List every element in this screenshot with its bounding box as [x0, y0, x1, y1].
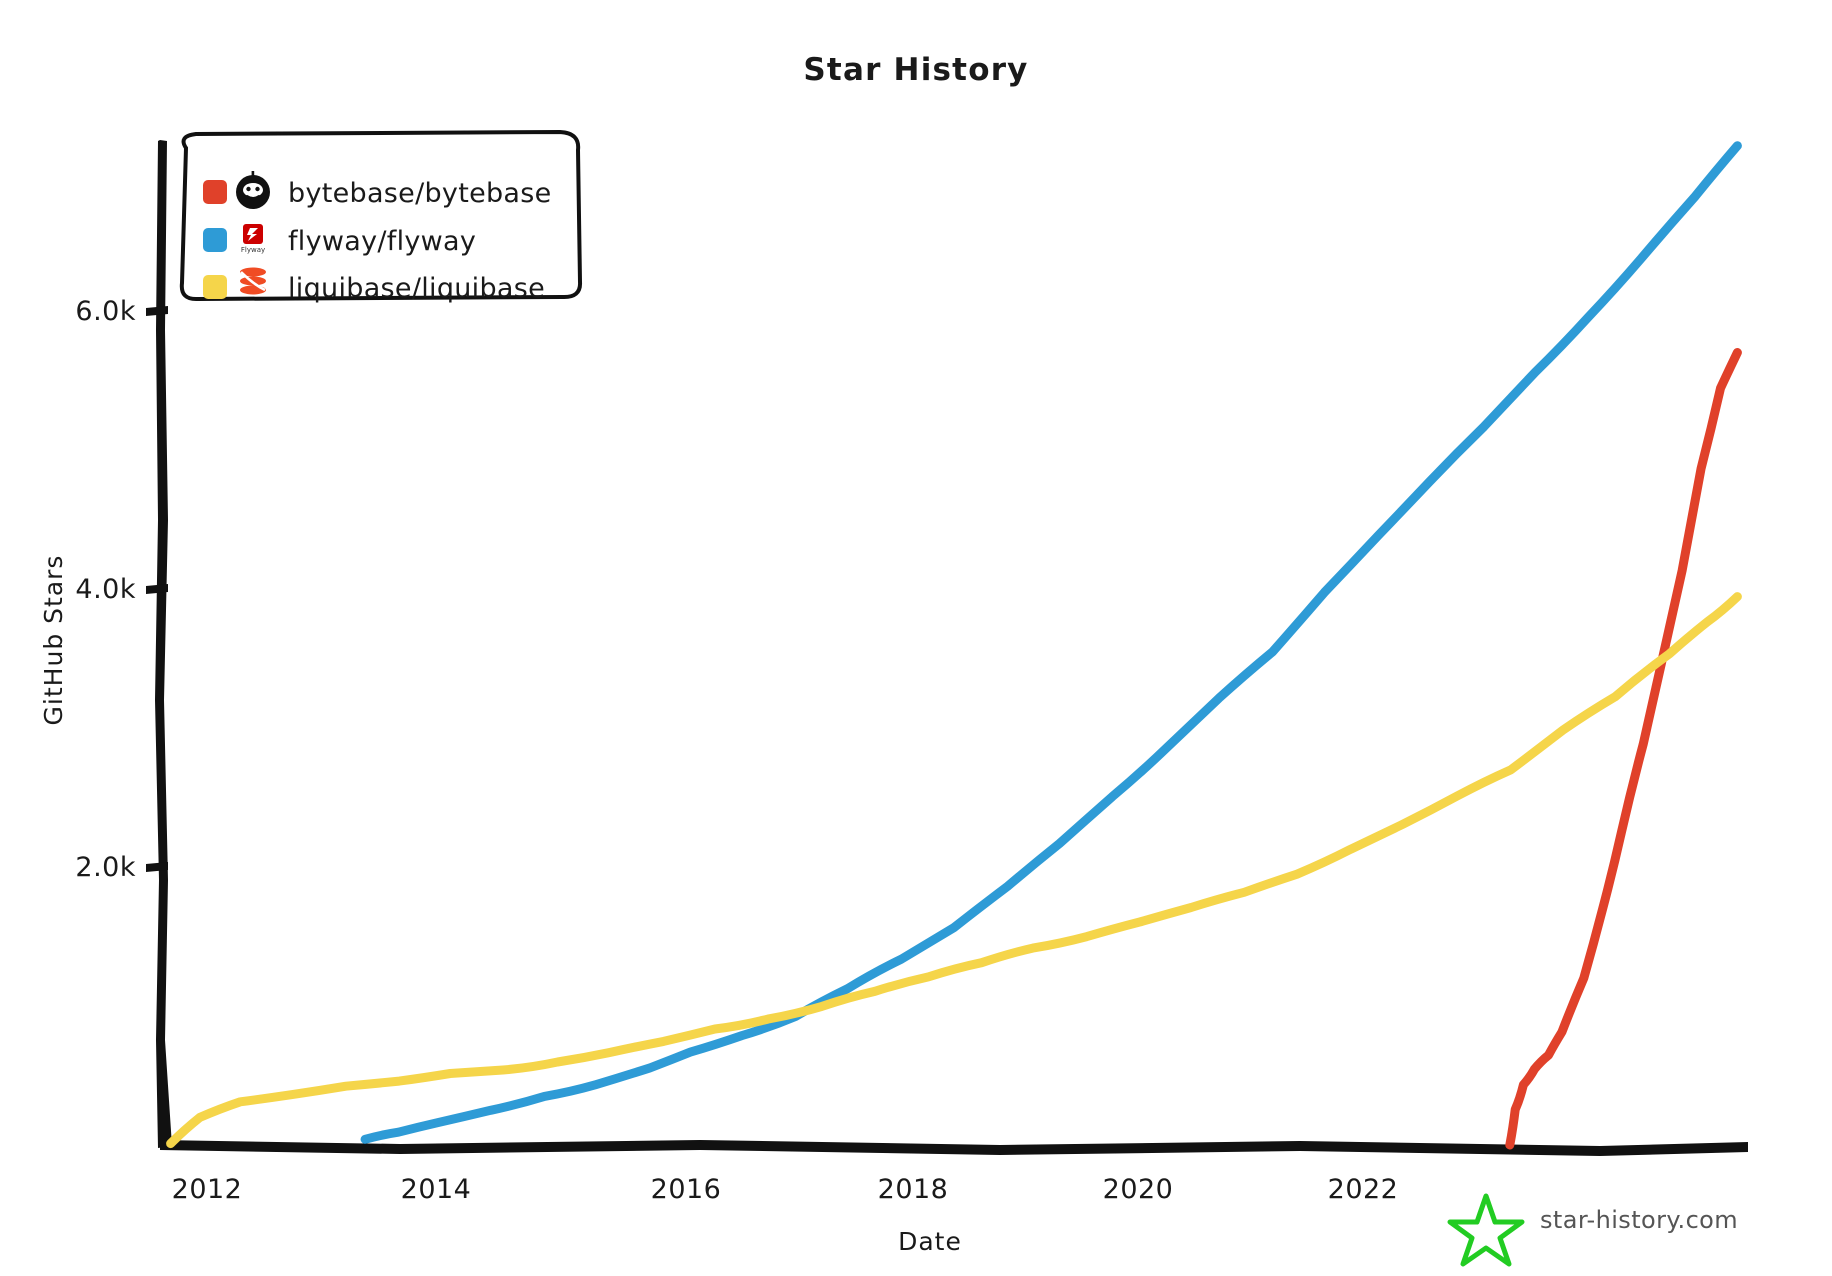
y-tick-label-4000: 4.0k — [75, 574, 136, 605]
x-tick-label-2012: 2012 — [172, 1174, 243, 1205]
legend-item-liquibase[interactable]: liquibase/liquibase — [203, 267, 545, 305]
y-axis-line — [155, 140, 172, 1148]
x-tick-label-2016: 2016 — [651, 1174, 722, 1205]
y-tick-6000 — [146, 306, 168, 316]
legend-swatch-flyway — [203, 228, 227, 252]
series-lines-group — [166, 141, 1742, 1150]
chart-legend[interactable]: bytebase/bytebase Flyway flyway/flyway — [179, 129, 583, 305]
y-tick-2000 — [146, 862, 168, 872]
axes-group — [155, 140, 1748, 1156]
y-axis-title: GitHub Stars — [39, 555, 68, 726]
watermark-label: star-history.com — [1540, 1206, 1738, 1234]
series-line-bytebase — [1505, 348, 1742, 1150]
x-axis-line — [160, 1140, 1748, 1156]
svg-text:Flyway: Flyway — [241, 246, 265, 254]
x-tick-labels: 2012 2014 2016 2018 2020 2022 — [172, 1174, 1399, 1205]
series-line-flyway — [360, 141, 1742, 1144]
x-tick-label-2022: 2022 — [1328, 1174, 1399, 1205]
bytebase-logo-icon — [236, 171, 270, 209]
x-tick-label-2020: 2020 — [1103, 1174, 1174, 1205]
star-icon — [1447, 1193, 1525, 1267]
y-tick-marks — [146, 306, 168, 872]
chart-title: Star History — [803, 52, 1028, 88]
y-tick-label-6000: 6.0k — [75, 296, 136, 327]
y-tick-label-2000: 2.0k — [75, 852, 136, 883]
x-tick-label-2014: 2014 — [401, 1174, 472, 1205]
x-axis-title: Date — [898, 1227, 962, 1256]
legend-item-bytebase[interactable]: bytebase/bytebase — [203, 171, 552, 209]
legend-label-flyway: flyway/flyway — [288, 226, 476, 257]
flyway-logo-icon: Flyway — [241, 224, 265, 254]
series-line-liquibase — [166, 592, 1742, 1149]
liquibase-logo-icon — [240, 267, 266, 295]
x-tick-label-2018: 2018 — [878, 1174, 949, 1205]
y-tick-4000 — [146, 584, 168, 594]
legend-label-liquibase: liquibase/liquibase — [288, 273, 545, 304]
legend-item-flyway[interactable]: Flyway flyway/flyway — [203, 224, 476, 257]
legend-swatch-liquibase — [203, 275, 227, 299]
legend-swatch-bytebase — [203, 180, 227, 204]
legend-box-border — [179, 129, 583, 302]
watermark[interactable]: star-history.com — [1447, 1193, 1738, 1267]
legend-label-bytebase: bytebase/bytebase — [288, 178, 552, 209]
y-tick-labels: 6.0k 4.0k 2.0k — [75, 296, 136, 883]
